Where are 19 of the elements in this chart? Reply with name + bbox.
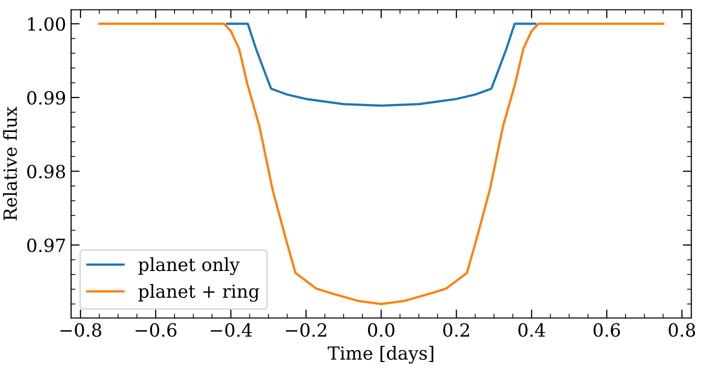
x-tick-label: −0.6 <box>136 323 176 337</box>
x-tick-label: 0.8 <box>668 323 696 337</box>
y-tick-label: 0.99 <box>27 90 66 105</box>
x-tick-label: 0.0 <box>368 323 394 337</box>
x-tick-label: 0.2 <box>443 323 469 337</box>
legend-label: planet only <box>138 257 240 275</box>
y-tick-label: 1.00 <box>28 17 66 31</box>
x-tick-label: −0.4 <box>210 323 252 337</box>
x-tick-label: −0.8 <box>60 323 102 337</box>
x-tick-label: −0.2 <box>286 323 326 337</box>
y-axis-title: Relative flux <box>3 106 17 220</box>
x-axis-title: Time [days] <box>328 346 434 364</box>
legend-label: planet + ring <box>138 284 260 302</box>
y-tick-label: 0.97 <box>27 238 65 252</box>
x-tick-label: 0.4 <box>518 323 546 337</box>
x-tick-label: 0.6 <box>594 323 620 337</box>
y-tick-label: 0.98 <box>27 164 66 178</box>
line-series <box>98 22 664 306</box>
line-series <box>226 22 536 107</box>
